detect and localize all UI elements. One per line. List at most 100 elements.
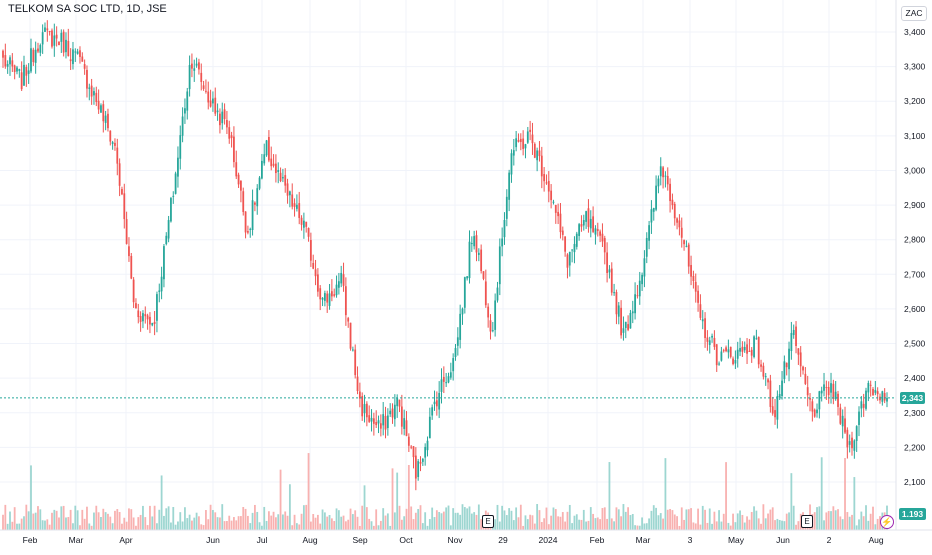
volume-bar xyxy=(540,522,543,530)
volume-bar xyxy=(622,504,625,530)
candle-body xyxy=(648,225,650,241)
volume-bar xyxy=(830,511,832,530)
volume-bar xyxy=(391,468,394,530)
candle-body xyxy=(865,390,867,409)
candle-body xyxy=(795,326,797,346)
candle-body xyxy=(321,297,324,300)
volume-bar xyxy=(149,505,151,530)
volume-bar xyxy=(573,515,576,530)
candle-body xyxy=(284,175,287,186)
symbol-legend[interactable]: TELKOM SA SOC LTD, 1D, JSE xyxy=(6,3,169,15)
volume-bar xyxy=(564,521,567,530)
candle-body xyxy=(596,229,599,231)
candle-body xyxy=(622,328,625,333)
volume-bar xyxy=(746,516,748,530)
volume-bar xyxy=(393,512,396,530)
volume-bar xyxy=(251,512,254,530)
candle-body xyxy=(659,166,662,177)
candle-body xyxy=(571,249,574,251)
candle-body xyxy=(125,219,128,244)
candle-body xyxy=(536,150,539,161)
volume-bar xyxy=(293,514,296,530)
volume-bar xyxy=(60,506,63,530)
candle-body xyxy=(874,390,877,393)
volume-bar xyxy=(582,509,585,530)
candle-body xyxy=(165,235,168,245)
candle-body xyxy=(358,391,361,399)
volume-bar xyxy=(400,519,403,530)
volume-bar xyxy=(438,511,441,530)
candle-body xyxy=(862,403,865,408)
candle-body xyxy=(846,429,849,448)
x-tick-label: Apr xyxy=(119,535,132,545)
candle-body xyxy=(340,272,343,284)
candle-body xyxy=(671,199,674,206)
y-tick-label: 2,300 xyxy=(904,408,926,418)
volume-bar xyxy=(291,525,294,530)
volume-bar xyxy=(517,517,520,530)
candle-body xyxy=(323,293,326,301)
price-scale[interactable]: 3,400 3,300 3,200 3,100 3,000 2,900 2,800 2,700… xyxy=(904,27,926,487)
candle-body xyxy=(337,281,340,288)
volume-bar xyxy=(372,525,375,530)
candle-body xyxy=(540,155,543,177)
volume-bar xyxy=(230,520,233,530)
candle-body xyxy=(333,294,336,296)
candle-body xyxy=(272,163,275,166)
volume-bar xyxy=(72,523,74,530)
candle-body xyxy=(184,108,186,114)
time-axis[interactable]: Feb Mar Apr Jun Jul Aug Sep Oct Nov 29 2024 Feb Mar 3… xyxy=(23,535,884,545)
candle-body xyxy=(265,140,268,156)
volume-bar xyxy=(788,512,790,530)
candle-body xyxy=(722,350,725,352)
candle-body xyxy=(676,218,678,223)
earnings-event-badge[interactable]: E xyxy=(482,515,494,528)
candle-body xyxy=(806,387,809,396)
candle-body xyxy=(146,315,149,320)
volume-bar xyxy=(195,512,198,530)
volume-bar xyxy=(739,510,741,530)
volume-bar xyxy=(44,520,46,530)
volume-bar xyxy=(403,516,406,530)
candle-body xyxy=(501,238,504,247)
candle-body xyxy=(435,400,438,407)
volume-bar xyxy=(671,510,674,530)
volume-bar xyxy=(813,512,816,530)
volume-bar xyxy=(2,514,4,530)
exchange-label: JSE xyxy=(146,3,167,15)
x-tick-label: May xyxy=(728,535,745,545)
volume-bar xyxy=(837,509,839,530)
volume-bar xyxy=(410,506,413,530)
volume-bar xyxy=(764,518,767,530)
volume-bar xyxy=(254,504,256,530)
earnings-event-badge[interactable]: E xyxy=(801,515,813,528)
candle-body xyxy=(202,85,205,89)
candle-body xyxy=(281,177,284,179)
candle-body xyxy=(853,440,856,451)
candle-body xyxy=(774,410,776,418)
alert-icon[interactable]: ⚡ xyxy=(880,515,894,529)
volume-bar xyxy=(358,525,361,530)
currency-button[interactable]: ZAC xyxy=(901,6,927,21)
volume-bar xyxy=(708,508,711,530)
volume-bar xyxy=(305,504,308,530)
candle-body xyxy=(496,287,499,301)
volume-bar xyxy=(27,511,30,530)
candle-body xyxy=(802,366,804,371)
volume-bar xyxy=(384,515,387,530)
candle-body xyxy=(652,208,655,212)
volume-bar xyxy=(554,509,557,530)
volume-bar xyxy=(34,512,37,530)
candle-body xyxy=(438,392,441,410)
candle-body xyxy=(669,183,671,202)
volume-bar xyxy=(41,520,44,530)
candle-body xyxy=(594,228,597,235)
candle-body xyxy=(235,162,238,177)
candle-body xyxy=(550,190,553,201)
candle-body xyxy=(393,404,396,420)
candle-body xyxy=(135,303,137,309)
candle-body xyxy=(739,348,741,352)
volume-bar xyxy=(515,507,518,530)
